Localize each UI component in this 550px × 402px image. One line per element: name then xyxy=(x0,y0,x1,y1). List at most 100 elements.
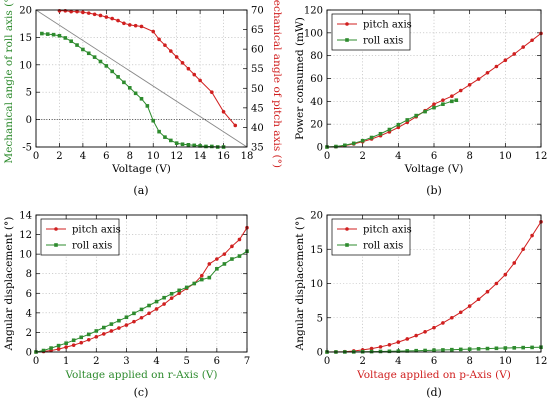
panel-caption: (b) xyxy=(426,184,442,197)
data-point-circle xyxy=(92,12,97,17)
y-tick-label: 10 xyxy=(310,279,323,290)
y-tick-label: 0 xyxy=(317,348,323,359)
y-tick-label: 12 xyxy=(19,230,32,241)
data-point-square xyxy=(334,144,338,149)
data-point-square xyxy=(423,348,427,353)
data-point-circle xyxy=(186,66,191,71)
legend-marker xyxy=(345,243,349,247)
legend-marker xyxy=(54,227,58,231)
x-axis-label: Voltage applied on p-Axis (V) xyxy=(356,369,511,381)
y-tick-label: 5 xyxy=(317,313,323,324)
data-point-circle xyxy=(147,311,151,316)
x-tick-label: 4 xyxy=(80,151,86,162)
data-point-square xyxy=(467,347,472,351)
data-point-square xyxy=(41,348,46,353)
legend-marker xyxy=(54,243,58,247)
data-point-square xyxy=(124,315,129,320)
data-point-circle xyxy=(494,281,499,286)
x-tick-label: 4 xyxy=(395,356,401,367)
x-tick-label: 5 xyxy=(184,356,190,367)
data-point-square xyxy=(45,32,50,36)
data-point-circle xyxy=(378,345,383,349)
y-tick-label: 40 xyxy=(310,97,323,108)
data-point-circle xyxy=(222,252,227,256)
y-right-tick-label: 70 xyxy=(251,6,264,17)
data-point-square xyxy=(151,118,156,123)
series-roll-axis xyxy=(34,249,249,354)
data-point-circle xyxy=(530,233,534,238)
chart-panel-a: 0 2 4 6 8 10 12 14 16 18-505101520354045505560657… xyxy=(3,0,283,197)
data-point-circle xyxy=(503,58,508,63)
data-point-circle xyxy=(441,98,445,102)
data-point-square xyxy=(57,33,62,38)
x-tick-label: 8 xyxy=(466,151,472,162)
data-point-circle xyxy=(494,64,499,69)
data-point-square xyxy=(199,277,204,282)
data-point-circle xyxy=(177,291,181,296)
data-point-circle xyxy=(69,9,73,14)
y-axis-label: Power consumed (mW) xyxy=(294,17,306,140)
data-point-square xyxy=(237,254,242,258)
x-tick-label: 6 xyxy=(214,356,220,367)
data-point-square xyxy=(192,143,197,148)
y-tick-label: 15 xyxy=(310,245,323,256)
data-point-square xyxy=(64,341,68,345)
data-point-square xyxy=(169,138,173,143)
data-point-circle xyxy=(530,38,534,43)
y-tick-label: 80 xyxy=(310,51,323,62)
data-point-square xyxy=(215,267,219,271)
data-point-square xyxy=(387,127,392,132)
data-point-square xyxy=(69,39,73,44)
data-point-circle xyxy=(199,273,204,278)
y-right-tick-label: 65 xyxy=(251,25,264,36)
legend-marker xyxy=(345,38,349,42)
data-point-square xyxy=(405,118,410,122)
x-tick-label: 1 xyxy=(63,356,69,367)
data-point-square xyxy=(450,347,454,352)
x-tick-label: 16 xyxy=(217,151,230,162)
data-point-square xyxy=(485,346,490,351)
y-tick-label: -5 xyxy=(22,143,32,154)
data-point-circle xyxy=(162,302,166,306)
data-point-square xyxy=(378,131,383,136)
y-right-tick-label: 40 xyxy=(251,123,264,134)
data-point-circle xyxy=(476,297,481,302)
data-point-square xyxy=(441,348,445,352)
x-tick-label: 2 xyxy=(359,151,365,162)
legend-marker xyxy=(345,227,349,231)
y-tick-label: 14 xyxy=(19,211,32,222)
x-tick-label: 18 xyxy=(241,151,254,162)
data-point-square xyxy=(360,138,365,143)
data-point-circle xyxy=(169,49,173,53)
x-tick-label: 12 xyxy=(170,151,183,162)
data-point-square xyxy=(222,262,227,266)
x-tick-label: 2 xyxy=(93,356,99,367)
data-point-square xyxy=(210,144,214,149)
x-tick-label: 6 xyxy=(103,151,109,162)
x-tick-label: 0 xyxy=(324,151,330,162)
legend-label: roll axis xyxy=(363,36,403,47)
data-point-square xyxy=(387,349,392,354)
panel-caption: (d) xyxy=(426,386,442,399)
series-roll xyxy=(40,31,226,149)
series-roll-axis xyxy=(325,98,459,149)
data-point-circle xyxy=(127,23,132,27)
y-tick-label: 100 xyxy=(304,28,323,39)
x-axis-label: Voltage applied on r-Axis (V) xyxy=(64,369,217,381)
data-point-circle xyxy=(94,335,99,339)
series-line xyxy=(326,99,457,148)
data-point-square xyxy=(162,295,166,300)
data-point-square xyxy=(351,141,356,146)
x-tick-label: 10 xyxy=(147,151,160,162)
data-point-square xyxy=(92,55,97,59)
plot-frame xyxy=(35,9,248,148)
data-point-square xyxy=(132,311,136,316)
data-point-circle xyxy=(467,304,472,308)
chart-panel-d: 0 2 4 6 8 10 12 0 5 10 15 20 pitch axis roll axis Volt… xyxy=(294,211,547,400)
x-tick-label: 2 xyxy=(359,356,365,367)
x-tick-label: 4 xyxy=(153,356,159,367)
y-tick-label: 10 xyxy=(19,60,32,71)
data-point-square xyxy=(49,346,53,350)
